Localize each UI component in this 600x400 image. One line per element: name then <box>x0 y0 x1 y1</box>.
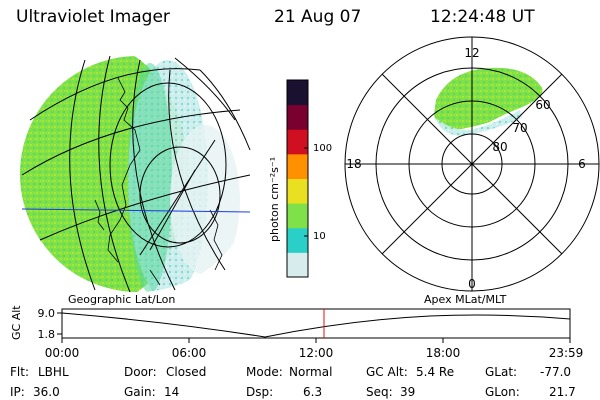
status-door-label: Door: <box>124 365 157 379</box>
status-flt-label: Flt: <box>10 365 29 379</box>
status-dsp-label: Dsp: <box>246 385 273 399</box>
altitude-xtick-3: 18:00 <box>426 346 461 360</box>
status-door-value: Closed <box>166 365 206 379</box>
colorbar-segment <box>287 227 308 253</box>
mlt-label-0: 0 <box>468 277 476 291</box>
globe-image <box>20 55 251 293</box>
altitude-ytick-min: 1.8 <box>38 328 56 341</box>
altitude-xtick-1: 06:00 <box>172 346 207 360</box>
status-ip-label: IP: <box>10 385 25 399</box>
mlt-label-18: 18 <box>346 157 361 171</box>
altitude-ytick-max: 9.0 <box>38 307 56 320</box>
status-glat-value: -77.0 <box>540 365 571 379</box>
colorbar-unit-label: photon cm⁻²s⁻¹ <box>268 157 281 242</box>
polar-plot: 12 18 6 0 60 70 80 <box>344 36 600 292</box>
status-gcalt-label: GC Alt: <box>366 365 408 379</box>
status-footer: Flt: LBHL Door: Closed Mode: Normal GC A… <box>10 365 576 399</box>
colorbar-segment <box>287 80 308 106</box>
time-label: 12:24:48 UT <box>430 7 535 27</box>
colorbar-tick-10: 10 <box>313 231 326 242</box>
mlt-label-6: 6 <box>578 157 586 171</box>
colorbar-segment <box>287 203 308 229</box>
altitude-left-title: Geographic Lat/Lon <box>68 293 175 306</box>
colorbar-tick-100: 100 <box>313 143 332 154</box>
lat-label-80: 80 <box>492 140 507 154</box>
status-ip-value: 36.0 <box>33 385 60 399</box>
status-glon-label: GLon: <box>485 385 520 399</box>
colorbar-segment <box>287 153 308 179</box>
altitude-xtick-2: 12:00 <box>299 346 334 360</box>
colorbar-segment <box>287 178 308 204</box>
status-dsp-value: 6.3 <box>303 385 322 399</box>
colorbar-segment <box>287 104 308 130</box>
status-seq-label: Seq: <box>366 385 393 399</box>
status-gain-value: 14 <box>164 385 179 399</box>
status-gain-label: Gain: <box>124 385 156 399</box>
status-gcalt-value: 5.4 Re <box>416 365 454 379</box>
status-flt-value: LBHL <box>38 365 69 379</box>
status-glat-label: GLat: <box>485 365 517 379</box>
altitude-ylabel: GC Alt <box>10 305 23 340</box>
date-label: 21 Aug 07 <box>274 7 362 27</box>
status-mode-label: Mode: <box>246 365 283 379</box>
altitude-xtick-4: 23:59 <box>549 346 584 360</box>
status-mode-value: Normal <box>289 365 332 379</box>
colorbar: 100 10 photon cm⁻²s⁻¹ <box>268 79 332 278</box>
altitude-right-title: Apex MLat/MLT <box>424 293 507 306</box>
mlt-label-12: 12 <box>464 46 479 60</box>
instrument-title: Ultraviolet Imager <box>16 7 170 27</box>
lat-label-70: 70 <box>512 121 527 135</box>
lat-label-60: 60 <box>535 98 550 112</box>
status-glon-value: 21.7 <box>549 385 576 399</box>
colorbar-segment <box>287 129 308 155</box>
altitude-xtick-0: 00:00 <box>45 346 80 360</box>
status-seq-value: 39 <box>400 385 415 399</box>
colorbar-segment <box>287 252 308 278</box>
altitude-plot: Geographic Lat/Lon Apex MLat/MLT 9.0 1.8… <box>10 293 583 360</box>
